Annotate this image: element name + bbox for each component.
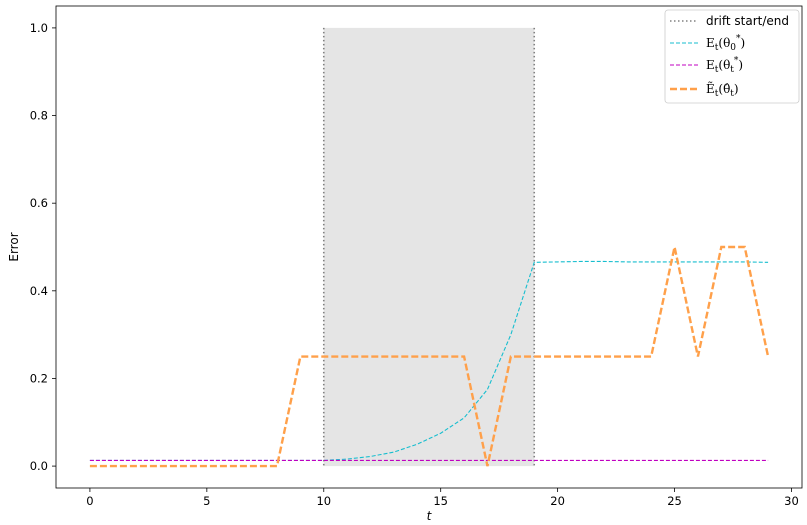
legend-label-drift: drift start/end [706, 14, 789, 28]
y-tick-label: 0.4 [30, 284, 48, 298]
legend: drift start/end Et(θ0*) Et(θt*) Ẽt(θ̂t) [664, 9, 800, 104]
drift-region [323, 27, 535, 467]
x-tick-label: 10 [316, 494, 331, 508]
y-axis-label: Error [7, 232, 21, 261]
x-tick-label: 5 [203, 494, 210, 508]
y-tick-label: 0.8 [30, 109, 48, 123]
y-axis: 0.0 0.2 0.4 0.6 0.8 1.0 [30, 21, 56, 473]
x-tick-label: 0 [86, 494, 93, 508]
x-axis-label: t [427, 509, 433, 523]
y-tick-label: 0.0 [30, 459, 48, 473]
series-line-2 [89, 245, 770, 468]
x-axis: 0 5 10 15 20 25 30 [86, 488, 799, 508]
legend-box [664, 9, 800, 104]
y-tick-label: 0.6 [30, 196, 48, 210]
x-tick-label: 25 [667, 494, 682, 508]
x-tick-label: 15 [433, 494, 448, 508]
plot-frame [55, 5, 803, 489]
plot-area [89, 27, 770, 468]
x-tick-label: 20 [550, 494, 565, 508]
y-tick-label: 0.2 [30, 371, 48, 385]
series-line-0 [89, 260, 769, 461]
y-tick-label: 1.0 [30, 21, 48, 35]
x-tick-label: 30 [784, 494, 799, 508]
